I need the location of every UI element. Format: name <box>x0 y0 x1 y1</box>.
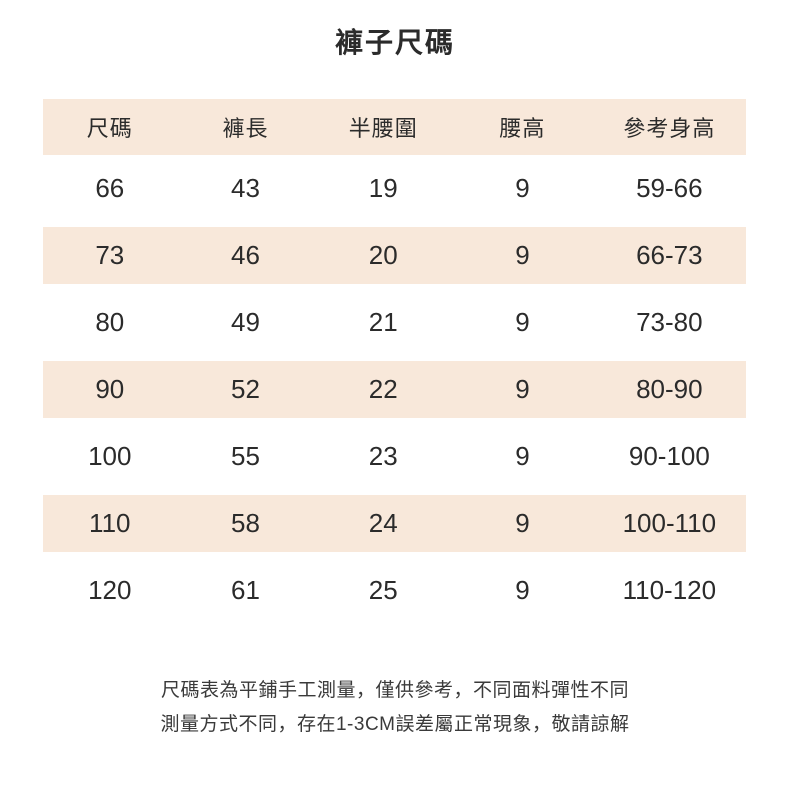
table-row: 66 43 19 9 59-66 <box>43 155 746 222</box>
disclaimer-line-1: 尺碼表為平鋪手工測量，僅供參考，不同面料彈性不同 <box>160 680 629 701</box>
table-row: 90 52 22 9 80-90 <box>43 356 746 423</box>
column-header-pants-length: 褲長 <box>222 116 269 141</box>
table-cell: 66-73 <box>636 240 703 270</box>
table-cell: 58 <box>230 508 260 538</box>
disclaimer-line-2: 測量方式不同，存在1-3CM誤差屬正常現象，敬請諒解 <box>160 714 630 735</box>
column-header-size: 尺碼 <box>86 116 133 141</box>
table-cell: 110 <box>89 508 131 538</box>
table-cell: 9 <box>515 307 530 337</box>
table-cell: 110-120 <box>622 575 717 605</box>
column-header-half-waist: 半腰圍 <box>348 116 418 141</box>
table-cell: 9 <box>515 374 530 404</box>
table-header-row: 尺碼 褲長 半腰圍 腰高 參考身高 <box>43 99 746 155</box>
table-cell: 46 <box>230 240 260 270</box>
table-cell: 80-90 <box>636 374 703 404</box>
table-cell: 73 <box>95 240 125 270</box>
table-cell: 66 <box>95 173 125 203</box>
table-cell: 120 <box>88 575 132 605</box>
table-cell: 20 <box>368 240 398 270</box>
table-cell: 23 <box>368 441 398 471</box>
table-row: 120 61 25 9 110-120 <box>43 557 746 624</box>
table-row: 110 58 24 9 100-110 <box>43 490 746 557</box>
table-cell: 9 <box>515 508 530 538</box>
page-title: 褲子尺碼 <box>334 27 455 58</box>
table-row: 73 46 20 9 66-73 <box>43 222 746 289</box>
table-cell: 9 <box>515 173 530 203</box>
table-cell: 19 <box>368 173 398 203</box>
table-cell: 61 <box>230 575 260 605</box>
table-cell: 90 <box>95 374 125 404</box>
table-cell: 59-66 <box>636 173 703 203</box>
table-cell: 25 <box>368 575 398 605</box>
table-cell: 100 <box>88 441 132 471</box>
table-cell: 43 <box>230 173 260 203</box>
table-cell: 100-110 <box>622 508 717 538</box>
table-cell: 9 <box>515 575 530 605</box>
table-cell: 22 <box>368 374 398 404</box>
table-cell: 80 <box>95 307 125 337</box>
column-header-ref-height: 參考身高 <box>623 116 716 141</box>
table-cell: 9 <box>515 441 530 471</box>
table-cell: 55 <box>230 441 260 471</box>
table-row: 100 55 23 9 90-100 <box>43 423 746 490</box>
table-cell: 73-80 <box>636 307 703 337</box>
table-cell: 21 <box>368 307 398 337</box>
table-row: 80 49 21 9 73-80 <box>43 289 746 356</box>
table-cell: 9 <box>515 240 530 270</box>
table-cell: 52 <box>230 374 260 404</box>
table-cell: 49 <box>230 307 260 337</box>
size-table: 尺碼 褲長 半腰圍 腰高 參考身高 66 43 19 9 59-66 73 46… <box>43 99 746 624</box>
table-cell: 90-100 <box>628 441 710 471</box>
table-cell: 24 <box>368 508 398 538</box>
column-header-waist-rise: 腰高 <box>499 116 546 141</box>
measurement-disclaimer: 尺碼表為平鋪手工測量，僅供參考，不同面料彈性不同 測量方式不同，存在1-3CM誤… <box>0 674 790 742</box>
